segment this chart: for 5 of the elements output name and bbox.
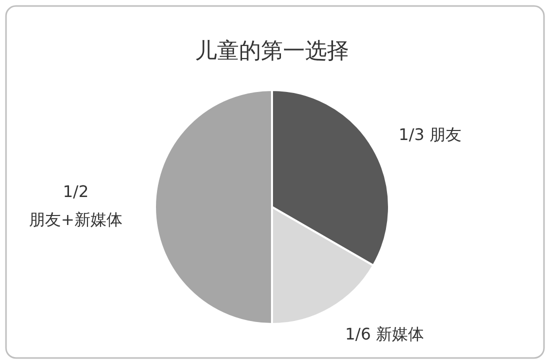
chart-title: 儿童的第一选择 — [195, 39, 349, 64]
slice-label: 1/6 新媒体 — [345, 324, 424, 344]
data-label: 1/2 — [62, 182, 89, 201]
slice-label: 朋友+新媒体 — [29, 210, 122, 229]
slice-label: 1/3 朋友 — [398, 124, 462, 144]
